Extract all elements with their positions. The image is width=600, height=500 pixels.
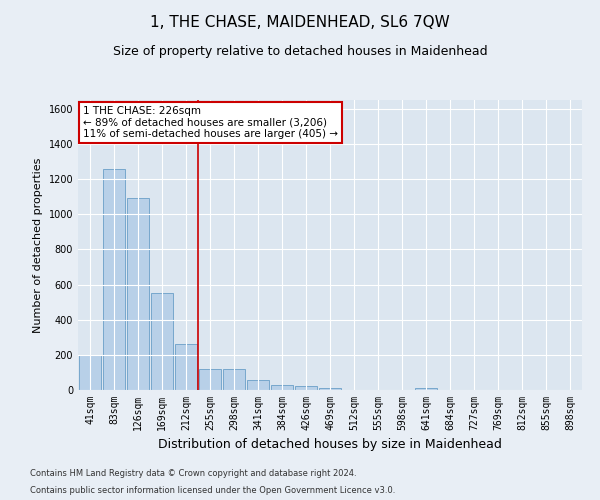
Text: 1 THE CHASE: 226sqm
← 89% of detached houses are smaller (3,206)
11% of semi-det: 1 THE CHASE: 226sqm ← 89% of detached ho… <box>83 106 338 139</box>
Text: Contains HM Land Registry data © Crown copyright and database right 2024.: Contains HM Land Registry data © Crown c… <box>30 468 356 477</box>
Text: Size of property relative to detached houses in Maidenhead: Size of property relative to detached ho… <box>113 45 487 58</box>
Bar <box>223 369 245 390</box>
Bar <box>247 380 269 390</box>
Text: 1, THE CHASE, MAIDENHEAD, SL6 7QW: 1, THE CHASE, MAIDENHEAD, SL6 7QW <box>150 15 450 30</box>
Bar <box>199 369 221 390</box>
Bar <box>415 388 437 390</box>
Y-axis label: Number of detached properties: Number of detached properties <box>33 158 43 332</box>
Bar <box>319 388 341 390</box>
Bar <box>79 356 101 390</box>
Bar <box>151 293 173 390</box>
Text: Contains public sector information licensed under the Open Government Licence v3: Contains public sector information licen… <box>30 486 395 495</box>
X-axis label: Distribution of detached houses by size in Maidenhead: Distribution of detached houses by size … <box>158 438 502 452</box>
Bar <box>295 386 317 390</box>
Bar <box>127 198 149 390</box>
Bar <box>175 344 197 390</box>
Bar <box>271 384 293 390</box>
Bar <box>103 168 125 390</box>
